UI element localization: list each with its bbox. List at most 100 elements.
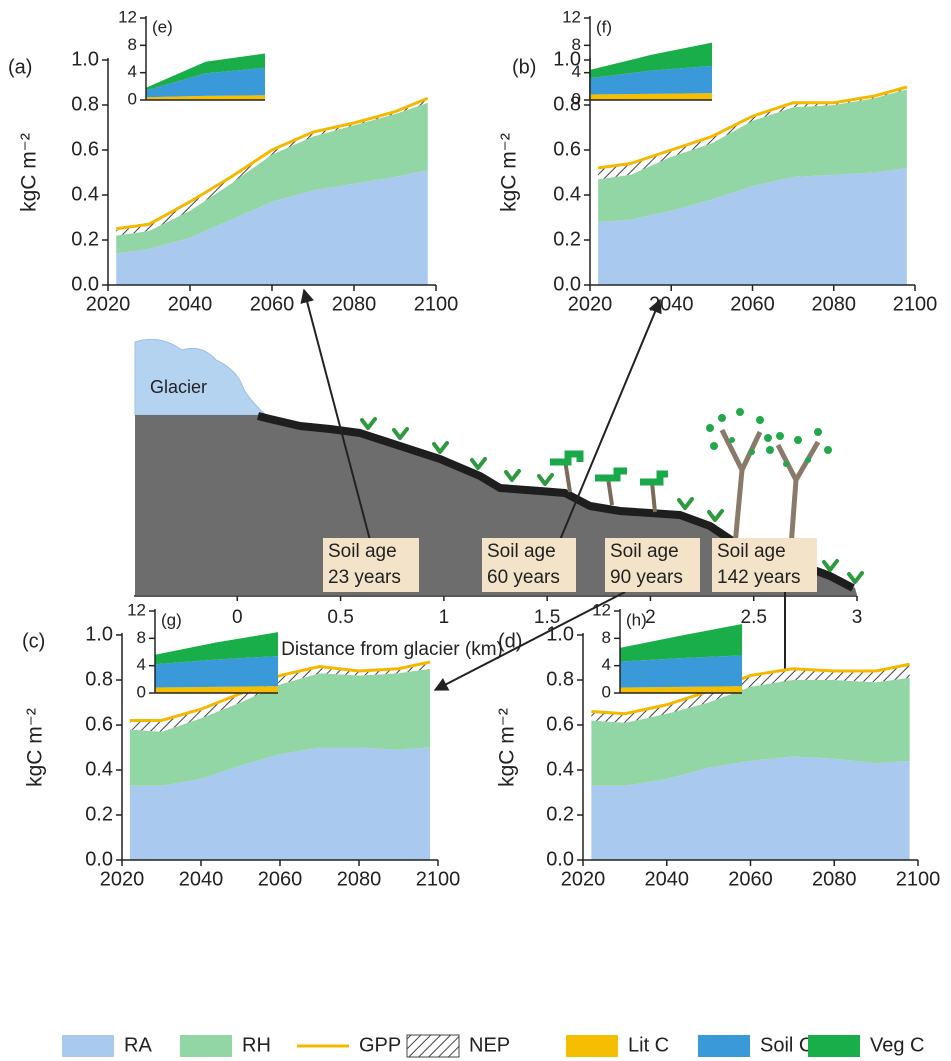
y-tick-label: 4 [572,62,581,81]
y-tick-label: 0.0 [546,848,574,870]
y-tick-label: 0.4 [553,183,581,205]
y-tick-label: 0.2 [71,228,99,250]
x-tick-label: 0 [232,607,243,628]
y-tick-label: 0.2 [546,803,574,825]
y-tick-label: 1.0 [71,48,99,70]
area [620,624,742,662]
legend-label: RH [242,1034,271,1056]
y-tick-label: 12 [118,7,137,26]
x-tick-label: 2.5 [741,607,767,628]
x-tick-label: 0.5 [327,607,353,628]
y-tick-label: 0.0 [85,848,113,870]
legend-label: Soil C [760,1034,813,1056]
y-tick-label: 0 [602,682,611,701]
y-axis-label: kgC m⁻² [18,133,41,212]
x-tick-label: 2080 [332,293,377,315]
y-tick-label: 4 [128,62,137,81]
site-label: Soil age [487,541,556,562]
y-tick-label: 0.2 [85,803,113,825]
panel: 0 4 8 12 (h) [592,600,742,701]
x-tick-label: 2100 [896,868,941,890]
panel-label: (c) [22,630,45,652]
y-tick-label: 0.8 [546,668,574,690]
y-tick-label: 0.8 [85,668,113,690]
panel-label: (g) [161,610,182,629]
y-tick-label: 0.6 [553,138,581,160]
x-tick-label: 2100 [893,293,938,315]
y-tick-label: 0 [128,89,137,108]
y-tick-label: 0.4 [71,183,99,205]
y-tick-label: 0.0 [553,273,581,295]
x-tick-label: 2020 [568,293,613,315]
glacier-label: Glacier [150,377,207,397]
figure: Glacier Soil age 23 years [0,0,951,1061]
y-tick-label: 0.6 [71,138,99,160]
y-axis-label: kgC m⁻² [496,708,519,787]
legend-swatch [180,1035,232,1057]
site-label: 23 years [328,567,401,588]
x-tick-label: 2080 [812,293,857,315]
y-tick-label: 0.6 [85,713,113,735]
x-tick-label: 2060 [250,293,295,315]
panel-label: (a) [8,56,32,78]
y-tick-label: 4 [137,655,146,674]
legend-swatch [808,1035,860,1057]
x-tick-label: 2060 [258,868,303,890]
x-tick-label: 2080 [812,868,857,890]
panel-label: (b) [512,56,536,78]
y-tick-label: 0.2 [553,228,581,250]
y-tick-label: 8 [137,628,146,647]
x-tick-label: 2100 [416,868,461,890]
x-tick-label: 2040 [645,868,690,890]
x-tick-label: 2060 [728,868,773,890]
panel: 0 4 8 12 (e) [118,7,265,108]
x-tick-label: 2080 [337,868,382,890]
panel-label: (h) [626,610,647,629]
panel: 0.00.20.40.60.81.020202040206020802100(b… [498,48,938,315]
y-axis-label: kgC m⁻² [24,708,47,787]
panel-label: (f) [596,17,612,36]
x-tick-label: 2040 [649,293,694,315]
x-tick-label: 3 [852,607,863,628]
site-label: Soil age [328,541,397,562]
site-label: Soil age [610,541,679,562]
y-tick-label: 12 [127,600,146,619]
legend-label: GPP [359,1034,401,1056]
legend-label: NEP [469,1034,510,1056]
panel: 0 4 8 12 (g) [127,600,278,701]
site-labels: Soil age 23 years Soil age 60 years Soil… [323,538,817,592]
x-tick-label: 2040 [168,293,213,315]
legend-label: Veg C [870,1034,924,1056]
y-tick-label: 0.8 [71,93,99,115]
legend-swatch [62,1035,114,1057]
x-tick-label: 2040 [179,868,224,890]
y-tick-label: 0.0 [71,273,99,295]
y-tick-label: 0.4 [546,758,574,780]
x-tick-label: 2020 [100,868,145,890]
site-label: 60 years [487,567,560,588]
y-tick-label: 12 [562,7,581,26]
legend-swatch [698,1035,750,1057]
y-tick-label: 1.0 [85,623,113,645]
x-tick-label: 1 [439,607,450,628]
y-tick-label: 8 [128,35,137,54]
y-tick-label: 4 [602,655,611,674]
x-tick-label: 2020 [86,293,131,315]
y-tick-label: 0.4 [85,758,113,780]
site-label: Soil age [717,541,786,562]
y-tick-label: 8 [602,628,611,647]
legend-label: RA [124,1034,152,1056]
y-tick-label: 8 [572,35,581,54]
legend: RA RH GPP NEP Lit C Soil C Veg C [62,1034,924,1057]
x-tick-label: 1.5 [534,607,560,628]
x-tick-label: 2 [645,607,656,628]
x-axis-label: Distance from glacier (km) [281,639,503,660]
legend-swatch [566,1035,618,1057]
legend-label: Lit C [628,1034,669,1056]
y-tick-label: 12 [592,600,611,619]
panel-label: (e) [152,17,173,36]
y-tick-label: 0 [137,682,146,701]
y-axis-label: kgC m⁻² [498,133,521,212]
x-tick-label: 2100 [414,293,459,315]
